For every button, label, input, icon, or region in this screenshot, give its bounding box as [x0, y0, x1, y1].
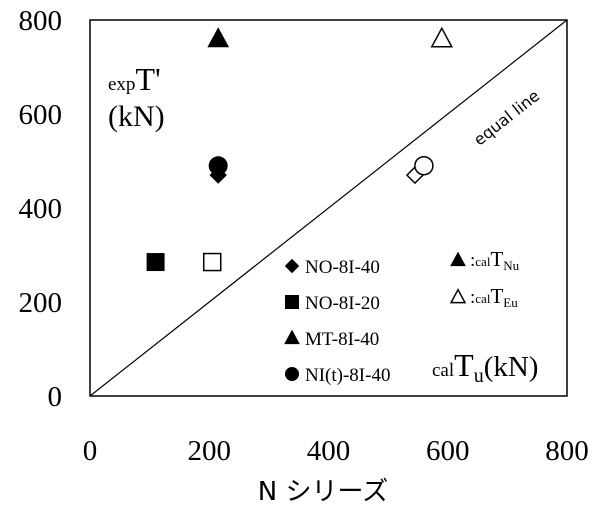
- triangle-point-open: [430, 26, 454, 48]
- legend-diamond-icon: [284, 258, 300, 274]
- y-axis-label-sub: exp: [108, 74, 135, 95]
- legend-label: NI(t)-8I-40: [305, 365, 390, 386]
- plot-border: [89, 19, 568, 397]
- y-axis-label-main: T': [135, 61, 160, 97]
- legend-label: MT-8I-40: [305, 329, 379, 350]
- y-tick-label: 0: [48, 381, 63, 413]
- legend-square-icon: [285, 295, 299, 309]
- circle-point-open: [414, 155, 434, 176]
- x-tick-label: 400: [307, 435, 351, 467]
- legend: NO-8I-40 NO-8I-20 MT-8I-40 NI(t)-8I-40: [284, 257, 390, 386]
- inner-x-label-unit: (kN): [484, 351, 539, 383]
- circle-point-filled: [208, 156, 228, 176]
- inner-x-label: calTu(kN): [432, 347, 538, 387]
- legend-open-triangle-icon: [449, 288, 467, 304]
- equal-line-label: equal line: [470, 86, 543, 149]
- y-axis-unit: (kN): [108, 100, 165, 133]
- marker-legend-label: :calTEu: [470, 284, 518, 310]
- inner-x-label-main: T: [454, 347, 474, 383]
- tick-labels: 0 200 400 600 800 0 200 400 600 800: [19, 5, 589, 467]
- x-axis-title: N シリーズ: [258, 477, 388, 506]
- triangle-point-filled: [207, 27, 230, 48]
- inner-x-label-sub: cal: [432, 360, 454, 381]
- legend-filled-triangle-icon: [450, 251, 466, 267]
- y-tick-label: 600: [19, 99, 63, 131]
- y-axis-label: expT': [108, 61, 161, 97]
- x-tick-label: 0: [83, 435, 98, 467]
- y-tick-label: 400: [19, 193, 63, 225]
- x-tick-label: 600: [426, 435, 470, 467]
- y-tick-label: 800: [19, 5, 63, 37]
- y-tick-label: 200: [19, 287, 63, 319]
- equal-line-path: [89, 19, 568, 397]
- legend-circle-icon: [285, 367, 299, 381]
- data-points: [146, 26, 454, 272]
- legend-label: NO-8I-40: [305, 257, 380, 278]
- plot-frame: [89, 19, 568, 397]
- inner-x-label-sub2: u: [474, 365, 484, 387]
- marker-legend-label: :calTNu: [470, 247, 520, 273]
- legend-label: NO-8I-20: [305, 293, 380, 314]
- square-point-filled: [146, 253, 165, 272]
- x-tick-label: 800: [545, 435, 589, 467]
- square-point-open: [202, 252, 222, 272]
- marker-legend: :calTNu :calTEu: [449, 247, 520, 310]
- legend-triangle-icon: [284, 329, 300, 345]
- x-tick-label: 200: [188, 435, 232, 467]
